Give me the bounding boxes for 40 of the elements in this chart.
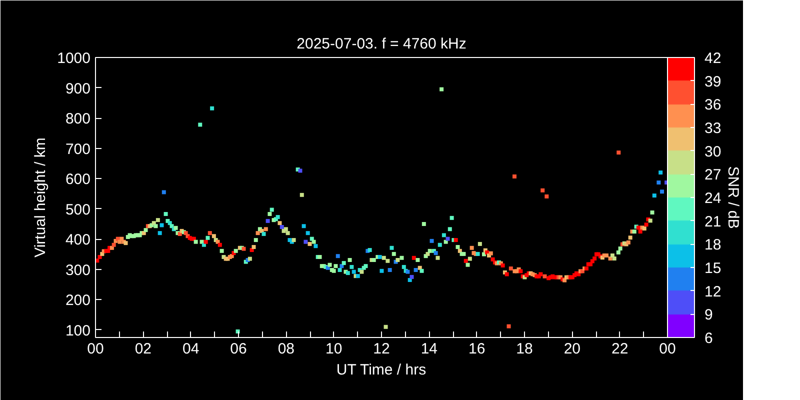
- y-tick-label: 300: [65, 262, 91, 279]
- y-tick-label: 900: [65, 80, 91, 98]
- y-axis-title: Virtual height / km: [32, 138, 50, 258]
- y-tick-label: 100: [65, 322, 91, 340]
- color-bar-title: SNR / dB: [724, 166, 742, 229]
- color-bar-label: 15: [704, 260, 722, 277]
- color-bar-label: 24: [704, 190, 722, 207]
- color-bar-label: 39: [704, 73, 722, 90]
- color-bar-label: 9: [704, 306, 713, 324]
- chart-title: 2025-07-03. f = 4760 kHz: [296, 36, 466, 52]
- x-tick-label: 22: [611, 340, 628, 358]
- x-tick-label: 02: [134, 340, 152, 358]
- y-tick-label: 800: [65, 110, 91, 128]
- y-tick-label: 500: [65, 201, 91, 218]
- color-bar-label: 42: [704, 50, 722, 67]
- x-tick-label: 00: [87, 340, 104, 358]
- color-bar-label: 36: [704, 96, 722, 114]
- x-tick-label: 06: [230, 340, 247, 358]
- x-tick-label: 18: [516, 340, 533, 358]
- color-bar-label: 6: [704, 330, 713, 347]
- x-tick-label: 00: [659, 340, 676, 358]
- color-bar-label: 27: [704, 166, 722, 184]
- color-bar-label: 21: [704, 213, 722, 230]
- y-tick-label: 600: [65, 171, 91, 188]
- x-tick-label: 04: [182, 340, 200, 358]
- y-tick-label: 400: [65, 232, 91, 249]
- x-tick-label: 16: [468, 340, 486, 358]
- x-axis-title: UT Time / hrs: [336, 362, 426, 378]
- color-bar-label: 18: [704, 236, 722, 254]
- x-tick-label: 08: [278, 340, 295, 358]
- x-tick-label: 14: [420, 340, 438, 358]
- color-bar-label: 12: [704, 283, 722, 300]
- x-tick-label: 12: [373, 340, 390, 358]
- y-tick-label: 1000: [57, 50, 91, 67]
- y-tick-label: 700: [65, 140, 91, 158]
- color-bar-label: 33: [704, 120, 722, 137]
- color-bar-label: 30: [704, 143, 722, 160]
- y-tick-label: 200: [65, 292, 91, 310]
- x-tick-label: 10: [325, 340, 342, 358]
- x-tick-label: 20: [564, 340, 581, 358]
